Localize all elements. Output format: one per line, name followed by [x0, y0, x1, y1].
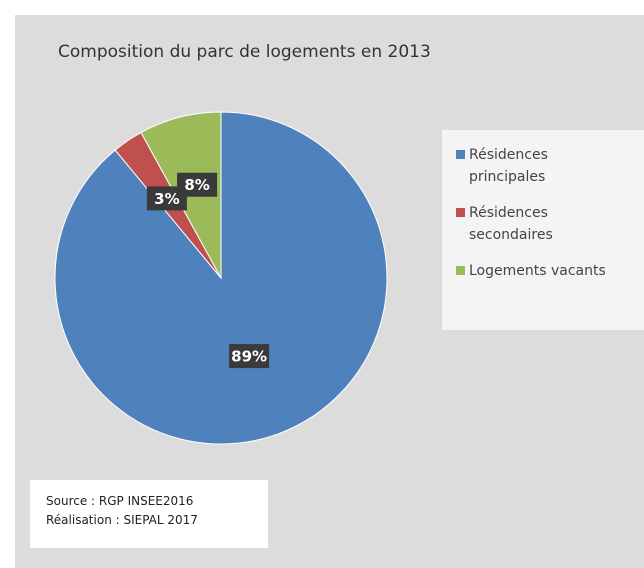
data-label-text: 8% [184, 176, 209, 194]
data-label-bg [177, 172, 218, 197]
source-box: Source : RGP INSEE2016 Réalisation : SIE… [30, 480, 268, 548]
legend-item: Résidences principales [456, 144, 644, 188]
source-line: Source : RGP INSEE2016 [46, 494, 194, 508]
chart-title: Composition du parc de logements en 2013 [58, 42, 431, 62]
data-label: 3% [146, 186, 187, 211]
legend-label: Résidences principales [469, 147, 548, 185]
legend-swatch [456, 150, 465, 159]
data-label-text: 3% [154, 190, 179, 208]
legend-item: Résidences secondaires [456, 202, 644, 246]
data-label-bg [229, 344, 270, 369]
legend-label: Résidences secondaires [469, 205, 553, 243]
credit-line: Réalisation : SIEPAL 2017 [46, 513, 198, 527]
legend-label: Logements vacants [469, 263, 606, 279]
data-label: 89% [229, 344, 270, 369]
legend: Résidences principales Résidences seconda… [442, 130, 644, 330]
legend-swatch [456, 266, 465, 275]
data-label: 8% [177, 172, 218, 197]
legend-item: Logements vacants [456, 260, 644, 282]
data-label-text: 89% [231, 348, 267, 366]
legend-swatch [456, 208, 465, 217]
